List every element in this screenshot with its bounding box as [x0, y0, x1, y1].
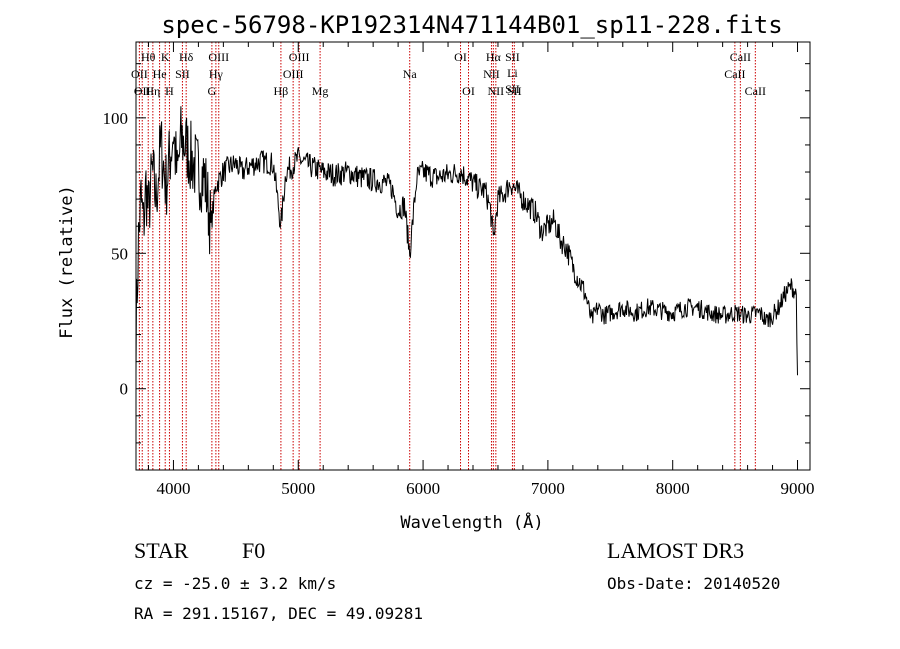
- x-tick-label: 5000: [281, 479, 315, 498]
- line-label: SII: [175, 67, 190, 81]
- line-label: CaII: [745, 84, 766, 98]
- line-label: OIII: [283, 67, 304, 81]
- line-label: NII: [483, 67, 500, 81]
- redshift-text: cz = -25.0 ± 3.2 km/s: [134, 574, 337, 593]
- line-label: G: [208, 84, 217, 98]
- line-label: NII: [488, 84, 505, 98]
- x-axis-label: Wavelength (Å): [400, 511, 543, 533]
- line-label: SII: [505, 50, 520, 64]
- emission-line-labels: OIIOIIHθHηHeKHSIIHδGHγOIIIHβOIIIOIIIMgNa…: [131, 50, 766, 98]
- line-label: CaII: [730, 50, 751, 64]
- line-label: Hη: [145, 84, 160, 98]
- line-label: OIII: [289, 50, 310, 64]
- line-label: OIII: [208, 50, 229, 64]
- line-label: OI: [454, 50, 467, 64]
- chart-title: spec-56798-KP192314N471144B01_sp11-228.f…: [161, 11, 782, 39]
- line-label: Hγ: [209, 67, 224, 81]
- line-label: Mg: [312, 84, 329, 98]
- line-label: OI: [462, 84, 475, 98]
- x-tick-label: 9000: [781, 479, 815, 498]
- line-label: OII: [131, 67, 148, 81]
- line-label: Li: [507, 66, 518, 80]
- object-class: STAR: [134, 538, 189, 563]
- plot-frame: [135, 41, 811, 471]
- y-tick-label: 50: [111, 244, 128, 263]
- line-label: Hθ: [141, 50, 156, 64]
- survey-name: LAMOST DR3: [607, 538, 745, 563]
- line-label: CaII: [724, 67, 745, 81]
- line-label: K: [161, 50, 170, 64]
- line-label: Hδ: [179, 50, 194, 64]
- y-tick-label: 100: [103, 109, 129, 128]
- object-subclass: F0: [242, 538, 266, 563]
- line-label: H: [165, 84, 174, 98]
- y-tick-label: 0: [120, 380, 129, 399]
- emission-line-markers: [138, 42, 756, 470]
- x-tick-label: 6000: [406, 479, 440, 498]
- x-tick-label: 7000: [531, 479, 565, 498]
- line-label: OII: [134, 84, 151, 98]
- line-label: SII: [505, 82, 520, 96]
- spectrum-line: [135, 106, 798, 376]
- y-axis-ticks: 0 50 100: [103, 63, 810, 471]
- x-axis-ticks: 4000 5000 6000 7000 8000 9000: [147, 42, 815, 498]
- line-label: Na: [403, 67, 418, 81]
- obs-date: Obs-Date: 20140520: [607, 574, 781, 593]
- line-label: He: [153, 67, 167, 81]
- coordinates: RA = 291.15167, DEC = 49.09281: [134, 604, 423, 623]
- line-label: SII: [507, 84, 522, 98]
- line-label: Hα: [486, 50, 502, 64]
- x-tick-label: 4000: [156, 479, 190, 498]
- y-axis-label: Flux (relative): [57, 185, 77, 339]
- line-label: Hβ: [274, 84, 289, 98]
- x-tick-label: 8000: [656, 479, 690, 498]
